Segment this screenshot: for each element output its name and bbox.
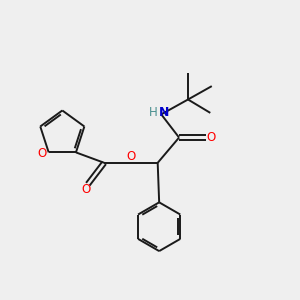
Text: O: O	[38, 147, 47, 161]
Text: H: H	[148, 106, 157, 119]
Text: O: O	[82, 183, 91, 196]
Text: O: O	[127, 150, 136, 164]
Text: N: N	[159, 106, 169, 119]
Text: O: O	[207, 131, 216, 144]
